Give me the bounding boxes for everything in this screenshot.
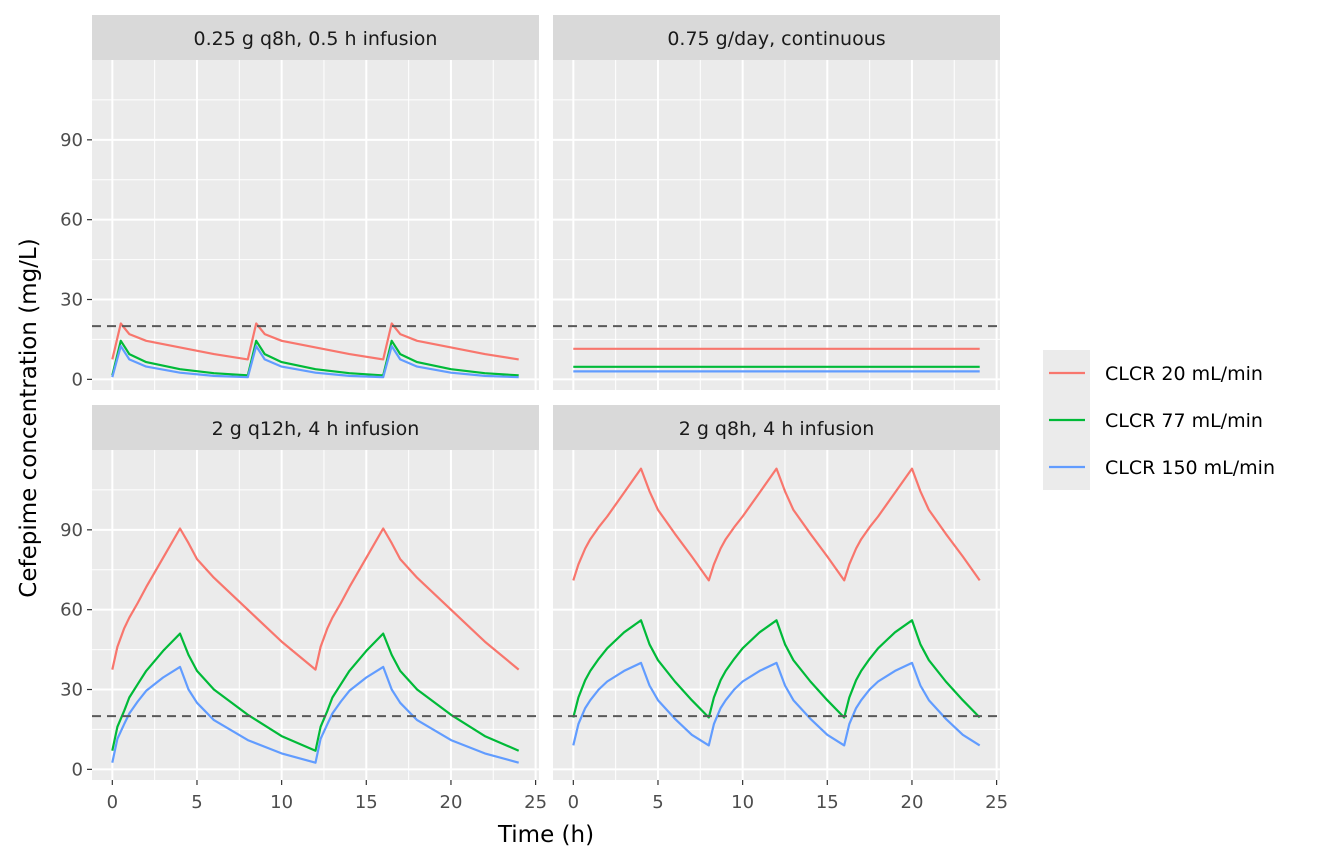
y-tick-label: 60 (60, 210, 83, 231)
series-line (111, 322, 519, 361)
series-line (111, 632, 520, 752)
x-tick-label: 20 (901, 792, 924, 813)
series-line (572, 619, 981, 719)
x-tick-label: 0 (107, 792, 118, 813)
y-tick-label: 90 (60, 130, 83, 151)
series-line (572, 661, 981, 747)
panel-background (553, 60, 1000, 390)
panel-4: 2 g q8h, 4 h infusion 0 5 10 15 20 25 (553, 405, 1008, 813)
x-tick-label: 5 (652, 792, 663, 813)
panel-2: 0.75 g/day, continuous (553, 15, 1000, 390)
panels: 0.25 g q8h, 0.5 h infusion 0 30 60 90 0.75 g/… (60, 15, 1008, 813)
x-tick-label: 20 (440, 792, 463, 813)
series-line (572, 467, 981, 582)
panel-strip (553, 405, 1000, 450)
x-axis-title: Time (h) (497, 822, 594, 848)
panel-title: 2 g q8h, 4 h infusion (679, 418, 875, 440)
series-line (111, 527, 520, 671)
legend-label-clcr-150: CLCR 150 mL/min (1105, 457, 1275, 479)
legend-label-clcr-77: CLCR 77 mL/min (1105, 410, 1263, 432)
series-line (111, 665, 519, 764)
x-tick-label: 10 (270, 792, 293, 813)
x-tick-label: 15 (816, 792, 839, 813)
panel-title: 0.75 g/day, continuous (667, 28, 885, 50)
legend-label-clcr-20: CLCR 20 mL/min (1105, 363, 1263, 385)
x-tick-label: 10 (731, 792, 754, 813)
y-axis-title: Cefepime concentration (mg/L) (16, 238, 42, 597)
panel-background (92, 450, 539, 780)
y-tick-label: 60 (60, 600, 83, 621)
y-tick-label: 0 (72, 369, 83, 390)
panel-1: 0.25 g q8h, 0.5 h infusion 0 30 60 90 (60, 15, 539, 390)
y-tick-label: 30 (60, 680, 83, 701)
series-line (111, 345, 519, 379)
panel-strip (92, 15, 539, 60)
y-tick-label: 90 (60, 520, 83, 541)
x-tick-label: 25 (985, 792, 1008, 813)
series-line (111, 339, 519, 377)
y-tick-label: 30 (60, 290, 83, 311)
panel-title: 2 g q12h, 4 h infusion (212, 418, 420, 440)
panel-title: 0.25 g q8h, 0.5 h infusion (194, 28, 438, 50)
panel-strip (553, 15, 1000, 60)
x-tick-label: 15 (355, 792, 378, 813)
x-tick-label: 25 (524, 792, 547, 813)
panel-background (92, 60, 539, 390)
x-tick-label: 5 (191, 792, 202, 813)
y-tick-label: 0 (72, 759, 83, 780)
panel-3: 2 g q12h, 4 h infusion 0 30 60 90 0 5 10 15 20 25 (60, 405, 547, 813)
legend: CLCR 20 mL/min CLCR 77 mL/min CLCR 150 m… (1043, 350, 1275, 490)
x-tick-label: 0 (568, 792, 579, 813)
panel-strip (92, 405, 539, 450)
